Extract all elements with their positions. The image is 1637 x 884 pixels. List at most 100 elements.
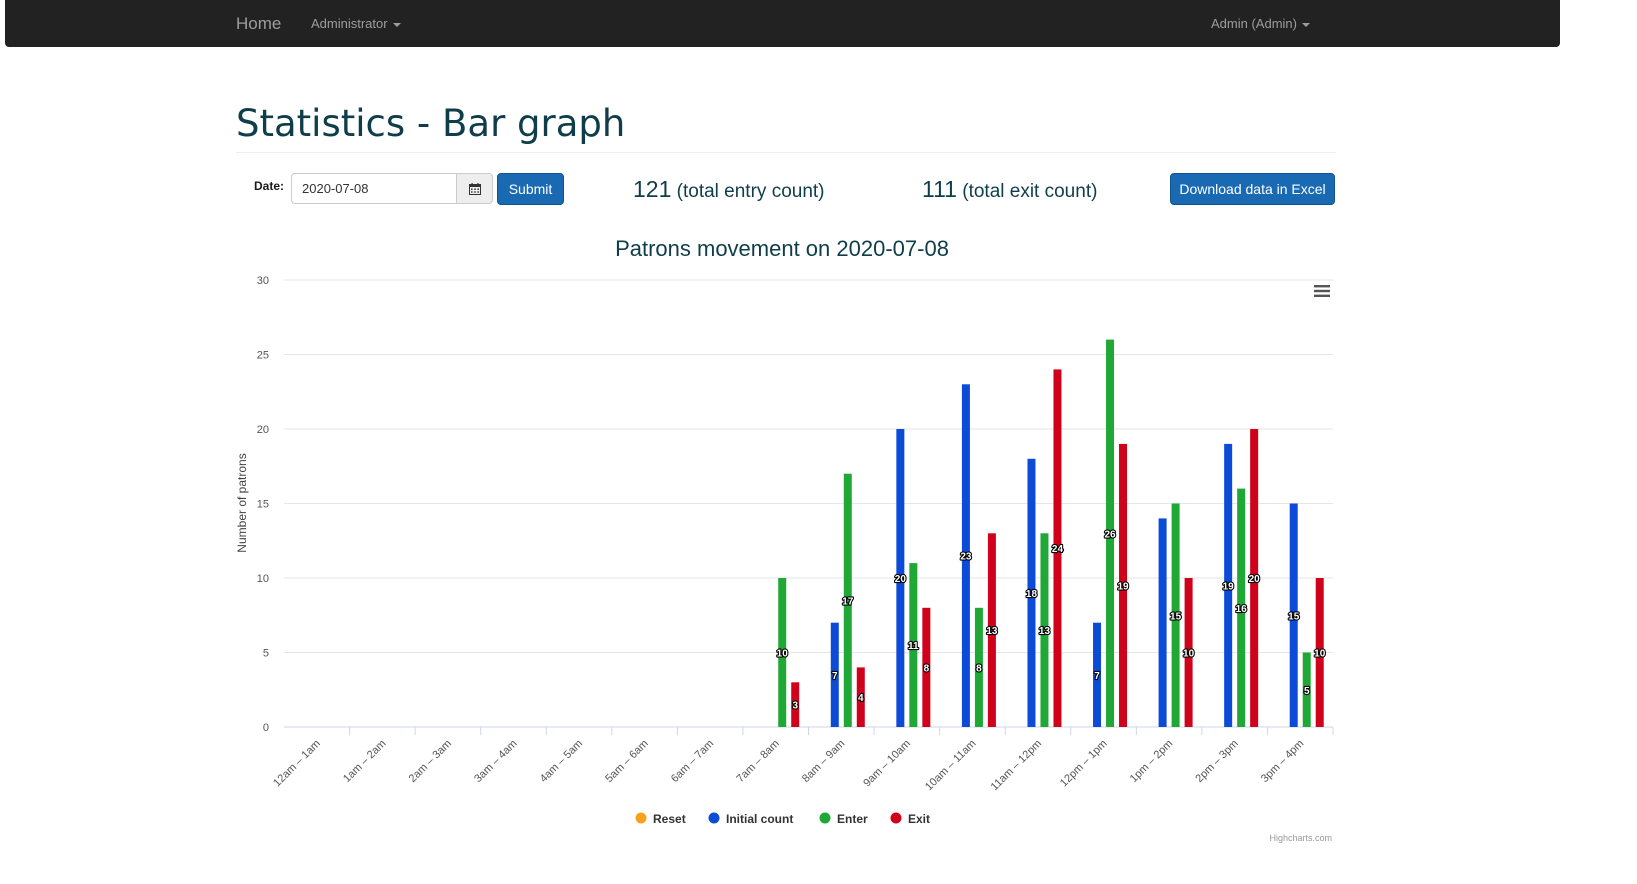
bar-data-label: 11	[908, 641, 919, 652]
bar-data-label: 7	[832, 671, 838, 682]
bar-data-label: 7	[1094, 671, 1100, 682]
bar-initial-count[interactable]	[830, 622, 839, 727]
legend-label: Reset	[653, 812, 686, 826]
hamburger-menu-icon	[1314, 285, 1330, 297]
bar-exit[interactable]	[1250, 429, 1259, 727]
y-tick-label: 10	[257, 573, 269, 585]
bar-initial-count[interactable]	[961, 384, 970, 727]
nav-administrator-menu[interactable]: Administrator	[311, 16, 401, 31]
x-tick-label: 11am – 12pm	[989, 738, 1044, 793]
date-input[interactable]	[291, 173, 457, 204]
exit-count-value: 111	[922, 176, 957, 202]
legend-item-exit[interactable]: Exit	[890, 812, 931, 826]
bar-enter[interactable]	[843, 473, 852, 727]
x-tick-label: 1pm – 2pm	[1128, 738, 1175, 785]
bar-enter[interactable]	[778, 578, 787, 727]
legend-label: Enter	[837, 812, 868, 826]
submit-button[interactable]: Submit	[497, 173, 564, 205]
bar-data-label: 24	[1052, 544, 1064, 555]
calendar-button[interactable]	[456, 173, 493, 204]
bar-enter[interactable]	[1040, 533, 1049, 727]
bar-enter[interactable]	[909, 563, 918, 727]
bar-enter[interactable]	[1302, 652, 1311, 728]
y-tick-label: 25	[257, 350, 269, 362]
bar-data-label: 18	[1026, 589, 1038, 600]
bar-enter[interactable]	[974, 607, 983, 727]
y-tick-label: 20	[257, 424, 269, 436]
legend-item-initial-count[interactable]: Initial count	[708, 812, 794, 826]
chart-credits[interactable]: Highcharts.com	[1269, 833, 1332, 843]
bar-exit[interactable]	[856, 667, 865, 727]
nav-home-link[interactable]: Home	[236, 14, 282, 33]
x-tick-label: 10am – 11am	[923, 738, 978, 793]
nav-user-label: Admin (Admin)	[1211, 16, 1297, 31]
exit-count-text: (total exit count)	[962, 181, 1098, 202]
y-tick-label: 30	[257, 275, 269, 287]
bar-enter[interactable]	[1106, 339, 1115, 727]
bar-data-label: 8	[976, 663, 982, 674]
total-exit-count: 111 (total exit count)	[922, 176, 1097, 203]
bar-data-label: 10	[1183, 649, 1195, 660]
bar-initial-count[interactable]	[1158, 518, 1167, 727]
bar-exit[interactable]	[922, 607, 931, 727]
bar-data-label: 5	[1304, 686, 1310, 697]
bar-data-label: 20	[1249, 574, 1261, 585]
bar-exit[interactable]	[987, 533, 996, 727]
y-tick-label: 5	[263, 648, 269, 660]
x-tick-label: 6am – 7am	[669, 738, 716, 785]
legend-item-reset[interactable]: Reset	[635, 812, 686, 826]
bar-initial-count[interactable]	[1224, 443, 1233, 727]
nav-user-menu[interactable]: Admin (Admin)	[1211, 16, 1310, 31]
bar-enter[interactable]	[1237, 488, 1246, 727]
bar-exit[interactable]	[1315, 578, 1324, 727]
x-tick-label: 5am – 6am	[603, 738, 650, 785]
bar-initial-count[interactable]	[896, 429, 905, 727]
x-tick-label: 3pm – 4pm	[1259, 738, 1306, 785]
bar-exit[interactable]	[791, 682, 800, 727]
legend-symbol	[635, 812, 647, 824]
legend-symbol	[890, 812, 902, 824]
download-excel-button[interactable]: Download data in Excel	[1170, 173, 1335, 205]
y-axis-title: Number of patrons	[235, 453, 249, 552]
bar-exit[interactable]	[1184, 578, 1193, 727]
chart-title: Patrons movement on 2020-07-08	[615, 236, 949, 261]
legend-symbol	[708, 812, 720, 824]
bar-initial-count[interactable]	[1093, 622, 1102, 727]
bar-data-label: 19	[1223, 581, 1235, 592]
caret-down-icon	[392, 22, 401, 27]
bar-enter[interactable]	[1171, 503, 1180, 728]
bar-data-label: 13	[986, 626, 998, 637]
x-tick-label: 1am – 2am	[341, 738, 388, 785]
title-divider	[236, 152, 1336, 153]
caret-down-icon	[1301, 22, 1310, 27]
bar-data-label: 3	[792, 701, 798, 712]
y-tick-label: 15	[257, 499, 269, 511]
x-tick-label: 9am – 10am	[861, 738, 913, 790]
bar-data-label: 17	[842, 596, 854, 607]
bar-data-label: 15	[1170, 611, 1182, 622]
bar-exit[interactable]	[1053, 369, 1062, 727]
bar-data-label: 10	[777, 649, 789, 660]
x-tick-label: 2pm – 3pm	[1193, 738, 1240, 785]
calendar-icon	[469, 183, 481, 195]
chart-menu-button[interactable]	[1311, 281, 1333, 301]
top-navbar: Home Administrator Admin (Admin)	[5, 0, 1560, 47]
bar-data-label: 15	[1288, 611, 1300, 622]
date-label: Date:	[254, 179, 285, 193]
total-entry-count: 121 (total entry count)	[633, 176, 825, 203]
bar-data-label: 10	[1314, 649, 1326, 660]
bar-data-label: 19	[1117, 581, 1129, 592]
nav-administrator-label: Administrator	[311, 16, 388, 31]
bar-exit[interactable]	[1119, 443, 1128, 727]
x-tick-label: 3am – 4am	[472, 738, 519, 785]
x-tick-label: 12am – 1am	[271, 738, 323, 790]
bar-initial-count[interactable]	[1289, 503, 1298, 728]
bar-data-label: 26	[1104, 529, 1116, 540]
bar-initial-count[interactable]	[1027, 458, 1036, 727]
legend-label: Exit	[908, 812, 930, 826]
x-tick-label: 7am – 8am	[734, 738, 781, 785]
legend-item-enter[interactable]: Enter	[819, 812, 869, 826]
bar-data-label: 16	[1236, 604, 1248, 615]
bar-data-label: 13	[1039, 626, 1051, 637]
